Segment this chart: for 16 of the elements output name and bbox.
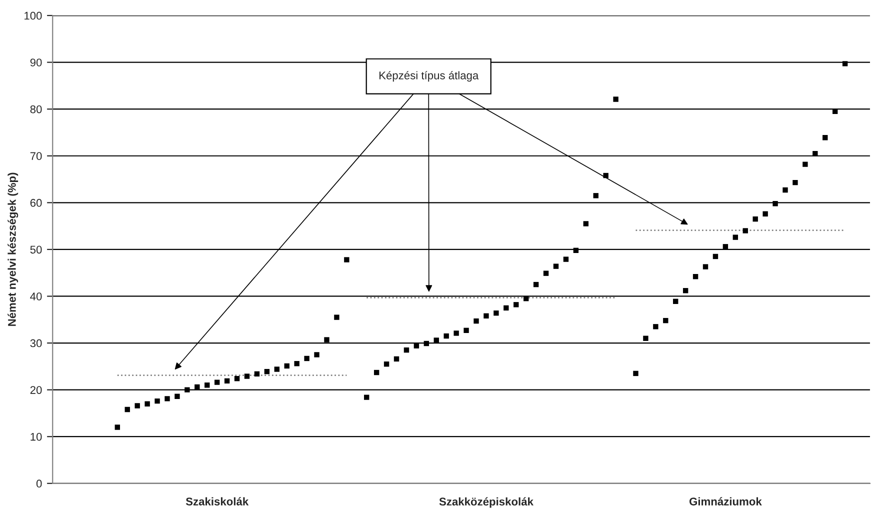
y-tick-label: 60 [30,198,42,207]
y-tick-label: 0 [36,480,42,488]
y-tick-label: 50 [30,246,42,254]
x-tick-label: Szakiskolák [186,497,249,506]
annotation: Képzési típus átlaga [379,71,479,82]
y-tick-label: 90 [30,58,42,66]
y-tick-label: 70 [30,152,42,160]
x-tick-label: Gimnáziumok [689,497,762,506]
y-tick-label: 30 [30,339,42,348]
y-tick-label: 40 [30,292,42,300]
y-tick-label: 80 [30,105,42,114]
y-tick-label: 10 [30,432,42,441]
y-axis-title: Német nyelvi készségek (%p) [8,172,18,326]
y-tick-label: 100 [24,12,42,20]
x-tick-label: Szakközépiskolák [439,497,534,508]
y-tick-label: 20 [30,386,42,394]
